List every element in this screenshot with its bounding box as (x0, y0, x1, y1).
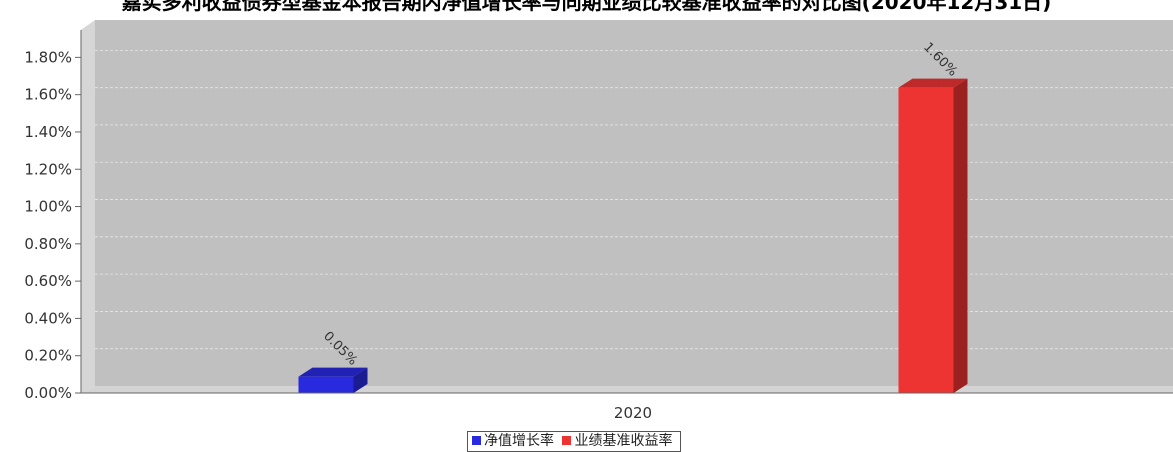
plot-back-wall (95, 20, 1173, 386)
plot-floor (81, 386, 1173, 393)
plot-side-wall (81, 20, 95, 393)
bar-side (953, 78, 968, 394)
y-tick-label: 0.80% (24, 235, 72, 253)
bar-front (898, 87, 954, 394)
plot-area (81, 20, 1173, 393)
y-tick-label: 1.00% (24, 198, 72, 216)
x-tick-label: 2020 (614, 404, 652, 422)
y-tick-label: 0.20% (24, 347, 72, 365)
bar-top (298, 367, 368, 377)
bars: 0.05%1.60% (298, 40, 968, 394)
legend-swatch-red (562, 436, 572, 445)
legend-label: 业绩基准收益率 (574, 433, 673, 449)
bar-top (898, 78, 968, 88)
y-tick-label: 0.00% (24, 384, 72, 402)
bar-front (298, 376, 354, 393)
y-tick-label: 1.20% (24, 160, 72, 178)
legend-item-benchmark-return: 业绩基准收益率 (562, 432, 672, 451)
x-axis: 2020 (81, 392, 1173, 422)
y-tick-label: 0.40% (24, 309, 72, 327)
y-tick-label: 1.40% (24, 123, 72, 141)
y-tick-label: 1.60% (24, 86, 72, 104)
legend: 净值增长率 业绩基准收益率 (467, 431, 682, 452)
bar-side (353, 367, 368, 393)
legend-label: 净值增长率 (484, 433, 554, 449)
y-tick-label: 1.80% (24, 48, 72, 66)
chart-title: 嘉实多利收益债券型基金本报告期内净值增长率与同期业绩比较基准收益率的对比图(20… (121, 0, 1052, 14)
y-axis: 0.00% 0.20% 0.40% 0.60% 0.80% 1.00% 1.20% 1.40%… (24, 30, 82, 402)
legend-swatch-blue (472, 436, 481, 445)
legend-item-net-value-growth: 净值增长率 (472, 432, 554, 451)
bar-1: 1.60% (898, 40, 968, 394)
y-tick-label: 0.60% (24, 272, 72, 290)
